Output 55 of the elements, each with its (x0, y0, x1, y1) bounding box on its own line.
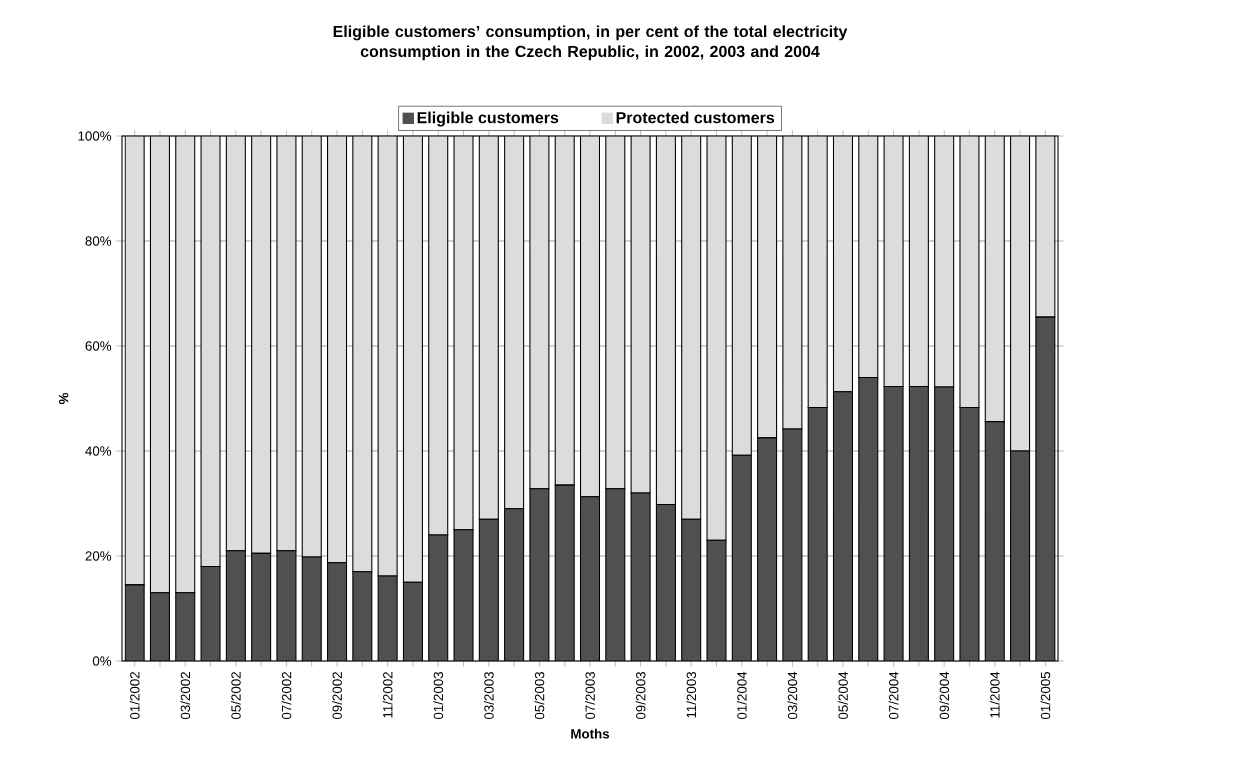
y-tick-label: 80% (85, 236, 112, 246)
x-axis-title: Moths (571, 728, 610, 739)
chart-title: Eligible customers’ consumption, in per cent of the total electricity consumption in the Czech Republic, in 2002, 2003 and 2004 (333, 25, 848, 61)
bar (352, 135, 373, 573)
bar (301, 135, 322, 558)
bar (225, 135, 246, 552)
x-tick-label: 01/2004 (736, 671, 747, 720)
y-tick-label: 40% (85, 446, 112, 456)
bar (402, 135, 423, 583)
bar (175, 135, 196, 594)
x-tick-label: 05/2004 (838, 671, 848, 720)
x-tick-label: 03/2003 (483, 671, 494, 720)
y-tick-label: 100% (78, 131, 112, 141)
x-tick-label: 09/2003 (635, 671, 646, 720)
bar (934, 135, 955, 388)
x-tick-label: 03/2002 (180, 672, 191, 720)
legend-label: Protected customers (616, 111, 775, 124)
y-axis-title: % (58, 392, 69, 405)
x-tick-label: 01/2005 (1040, 671, 1051, 720)
legend-label: Eligible customers (417, 111, 559, 127)
x-tick-label: 05/2003 (534, 671, 545, 720)
bar (1010, 135, 1031, 452)
bar (554, 135, 575, 486)
bar (327, 135, 348, 564)
x-tick-label: 07/2003 (585, 671, 595, 720)
bar (731, 135, 752, 456)
x-tick-label: 11/2003 (686, 671, 697, 718)
y-tick-label: 20% (85, 551, 112, 561)
y-tick-label: 60% (85, 341, 112, 351)
x-tick-label: 09/2004 (939, 671, 950, 720)
x-tick-label: 07/2002 (281, 672, 292, 720)
bar (605, 135, 626, 490)
x-tick-label: 07/2004 (888, 671, 899, 720)
x-tick-label: 03/2004 (787, 671, 798, 720)
x-tick-label: 11/2002 (382, 672, 393, 718)
bar (908, 135, 929, 387)
bar (807, 135, 828, 408)
bar (832, 135, 854, 393)
x-tick-label: 01/2003 (433, 671, 444, 720)
x-tick-label: 09/2002 (332, 672, 342, 720)
bar (681, 135, 702, 520)
bar (984, 135, 1005, 423)
bar (858, 135, 879, 379)
bar (579, 135, 601, 498)
bar (251, 135, 272, 554)
bar (655, 135, 676, 506)
y-tick-label: 0% (92, 656, 112, 666)
bar (478, 135, 499, 520)
bar (149, 135, 170, 594)
x-tick-label: 05/2002 (230, 672, 241, 720)
bar (428, 135, 449, 536)
x-tick-label: 11/2004 (989, 671, 1000, 718)
bar (757, 135, 778, 439)
bar (504, 135, 525, 510)
x-tick-label: 01/2002 (129, 672, 140, 720)
